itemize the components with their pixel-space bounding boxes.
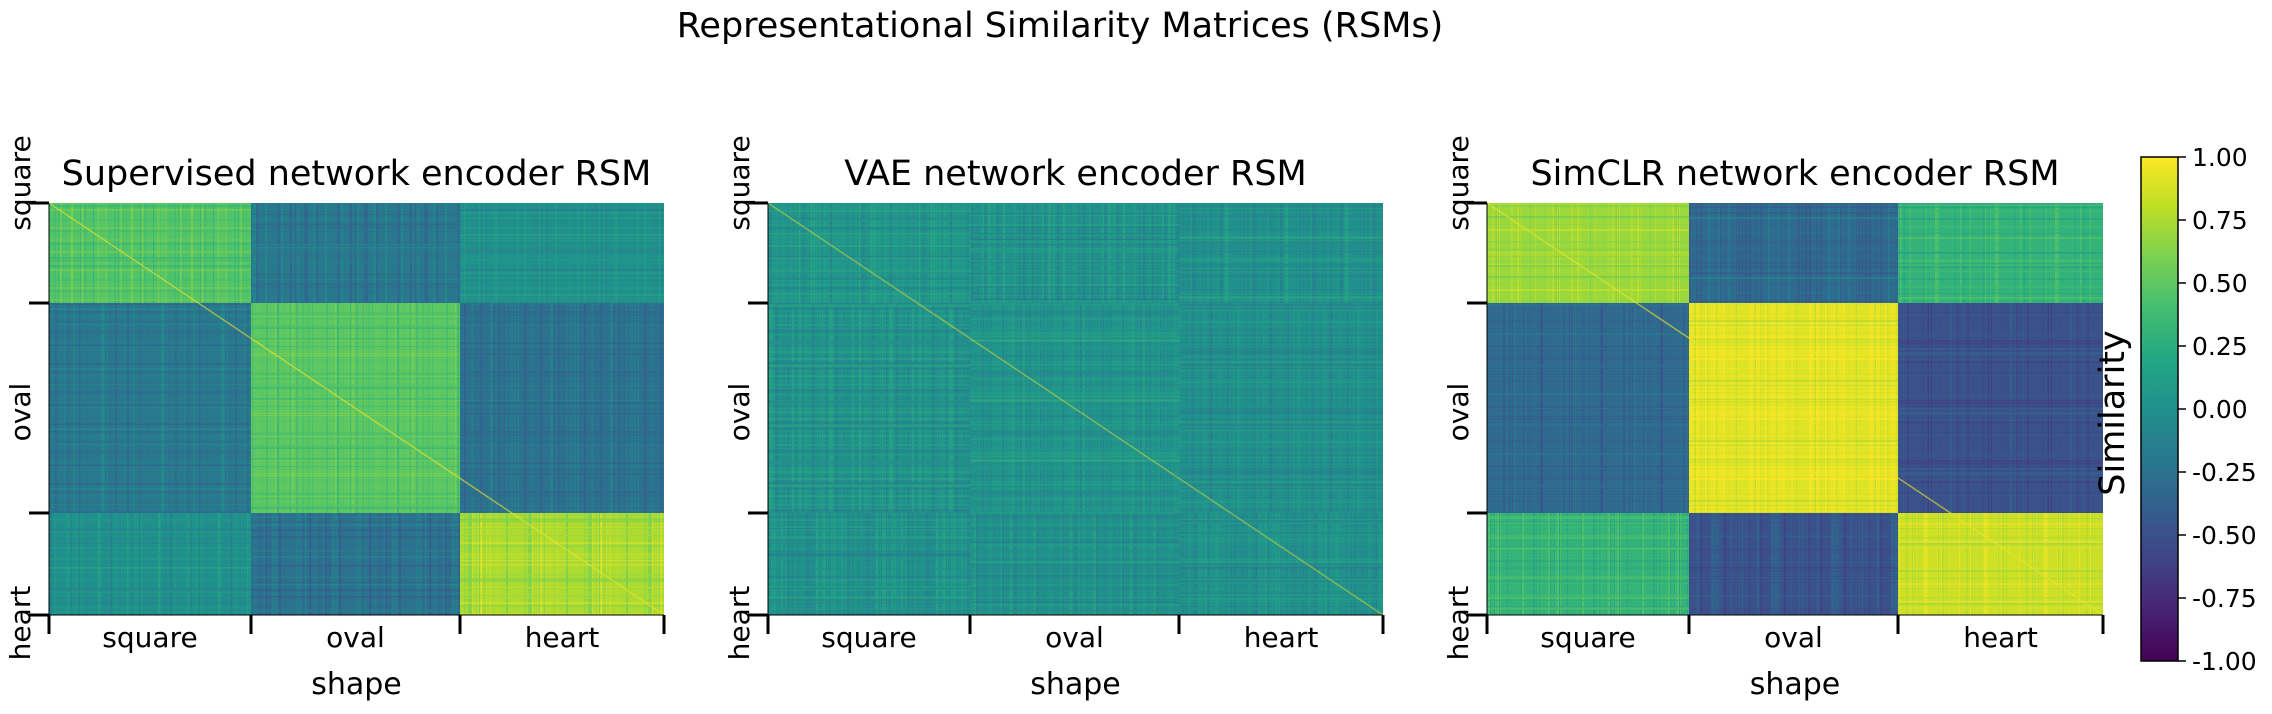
y-tick-label: square — [1442, 135, 1475, 230]
colorbar-tick-label: 0.00 — [2192, 395, 2248, 424]
colorbar-tick-label: 0.25 — [2192, 332, 2248, 361]
y-tick-label: oval — [4, 383, 37, 442]
colorbar-tick-label: 0.50 — [2192, 269, 2248, 298]
heatmap-texture — [49, 203, 251, 303]
x-axis-label: shape — [1750, 667, 1841, 702]
rsm-panel-2: VAE network encoder RSM square oval heart sh… — [723, 135, 1385, 702]
heatmap-texture — [460, 513, 664, 615]
x-axis-label: shape — [311, 667, 402, 702]
colorbar-gradient — [2140, 156, 2179, 662]
colorbar-tick-label: 0.75 — [2192, 206, 2248, 235]
y-tick-label: heart — [4, 586, 37, 661]
x-tick-label: oval — [1764, 621, 1823, 654]
heatmap-texture — [768, 513, 970, 615]
heatmap-diagonal — [48, 202, 665, 616]
heatmap-texture — [1487, 303, 1689, 513]
heatmap-diagonal — [1486, 202, 2104, 616]
x-tick-label: square — [821, 621, 916, 654]
y-tick-label: heart — [723, 586, 756, 661]
heatmap-texture — [49, 303, 251, 513]
x-axis-label: shape — [1030, 667, 1121, 702]
heatmap-texture — [1898, 513, 2103, 615]
heatmap-texture — [251, 203, 460, 303]
y-tick-label: oval — [1442, 383, 1475, 442]
heatmap-texture — [460, 303, 664, 513]
y-tick-label: square — [723, 135, 756, 230]
heatmap-texture — [1179, 203, 1383, 303]
colorbar: 1.00 0.75 0.50 0.25 0.00 -0.25 -0.50 -0.75 -1.00… — [2093, 143, 2257, 676]
heatmap-texture — [970, 303, 1179, 513]
x-tick-label: square — [1540, 621, 1635, 654]
heatmap-texture — [1689, 513, 1898, 615]
figure-title: Representational Similarity Matrices (RS… — [676, 6, 1444, 46]
colorbar-tick-label: -0.75 — [2192, 584, 2257, 613]
y-tick-label: oval — [723, 383, 756, 442]
heatmap-texture — [768, 303, 970, 513]
x-tick-label: heart — [525, 621, 600, 654]
rsm-panel-1: Supervised network encoder RSM square oval… — [4, 135, 666, 702]
colorbar-label: Similarity — [2093, 330, 2133, 495]
colorbar-tick-label: -1.00 — [2192, 647, 2257, 676]
x-tick-label: heart — [1963, 621, 2038, 654]
x-tick-label: square — [102, 621, 197, 654]
heatmap-texture — [1179, 303, 1383, 513]
x-tick-label: oval — [326, 621, 385, 654]
heatmap-diagonal — [767, 202, 1384, 616]
x-tick-label: heart — [1244, 621, 1319, 654]
panel-title: SimCLR network encoder RSM — [1530, 154, 2059, 194]
x-tick-label: oval — [1045, 621, 1104, 654]
heatmap-texture — [460, 203, 664, 303]
heatmap-texture — [251, 513, 460, 615]
heatmap-texture — [768, 203, 970, 303]
heatmap-texture — [970, 513, 1179, 615]
colorbar-tick-label: -0.50 — [2192, 521, 2257, 550]
heatmap-texture — [1179, 513, 1383, 615]
heatmap-texture — [1689, 203, 1898, 303]
panel-title: Supervised network encoder RSM — [62, 154, 652, 194]
heatmap-texture — [1898, 203, 2103, 303]
heatmap-texture — [1898, 303, 2103, 513]
colorbar-tick-label: 1.00 — [2192, 143, 2248, 172]
y-tick-label: square — [4, 135, 37, 230]
panel-title: VAE network encoder RSM — [844, 154, 1307, 194]
heatmap-texture — [970, 203, 1179, 303]
colorbar-tick-label: -0.25 — [2192, 458, 2257, 487]
heatmap-texture — [1487, 513, 1689, 615]
heatmap-texture — [49, 513, 251, 615]
heatmap-texture — [1487, 203, 1689, 303]
rsm-panel-3: SimCLR network encoder RSM square oval hear… — [1442, 135, 2105, 702]
y-tick-label: heart — [1442, 586, 1475, 661]
